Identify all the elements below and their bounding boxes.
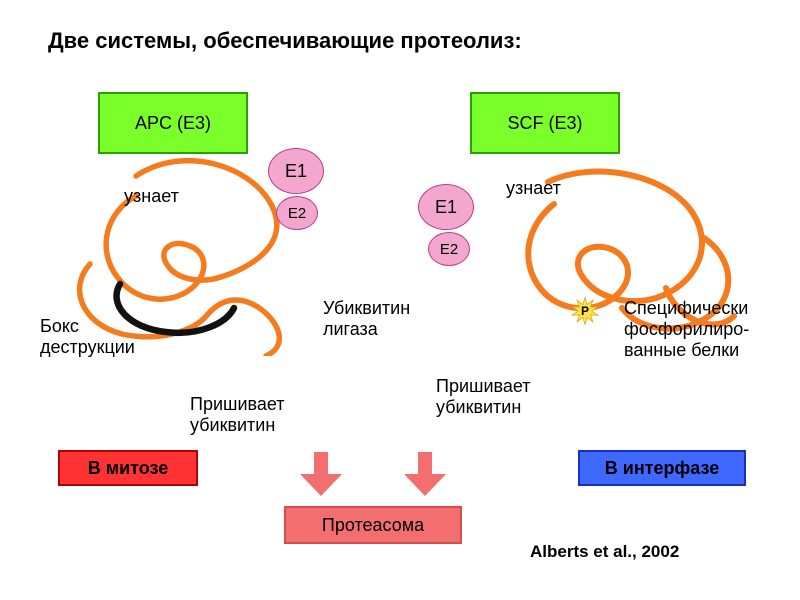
attaches-ubiquitin-left-label: Пришивает убиквитин <box>190 394 285 436</box>
phospho-proteins-label: Специфически фосфорилиро- ванные белки <box>624 298 749 361</box>
apc-e3-label: APC (E3) <box>135 113 211 134</box>
ubiquitin-ligase-label: Убиквитин лигаза <box>323 298 410 340</box>
in-interphase-label: В интерфазе <box>605 458 719 479</box>
e1-left-enzyme: E1 <box>268 148 324 194</box>
proteasome-label: Протеасома <box>322 515 424 536</box>
e1-right-enzyme: E1 <box>418 184 474 230</box>
attaches-ubiquitin-right-label: Пришивает убиквитин <box>436 376 531 418</box>
e2-left-enzyme: E2 <box>276 196 318 230</box>
citation-label: Alberts et al., 2002 <box>530 542 679 562</box>
destruction-box-label: Бокс деструкции <box>40 316 135 358</box>
phosphate-star-label: P <box>570 296 600 326</box>
in-mitosis-label: В митозе <box>88 458 168 479</box>
scf-e3-label: SCF (E3) <box>507 113 582 134</box>
recognizes-right-label: узнает <box>506 178 561 199</box>
diagram-title: Две системы, обеспечивающие протеолиз: <box>48 28 522 54</box>
e2-left-label: E2 <box>288 205 306 222</box>
recognizes-left-label: узнает <box>124 186 179 207</box>
e1-right-label: E1 <box>435 197 457 218</box>
phosphate-star-icon: P <box>570 296 600 326</box>
e2-right-enzyme: E2 <box>428 232 470 266</box>
e2-right-label: E2 <box>440 241 458 258</box>
e1-left-label: E1 <box>285 161 307 182</box>
apc-e3-box: APC (E3) <box>98 92 248 154</box>
in-mitosis-box: В митозе <box>58 450 198 486</box>
proteasome-box: Протеасома <box>284 506 462 544</box>
in-interphase-box: В интерфазе <box>578 450 746 486</box>
scf-e3-box: SCF (E3) <box>470 92 620 154</box>
